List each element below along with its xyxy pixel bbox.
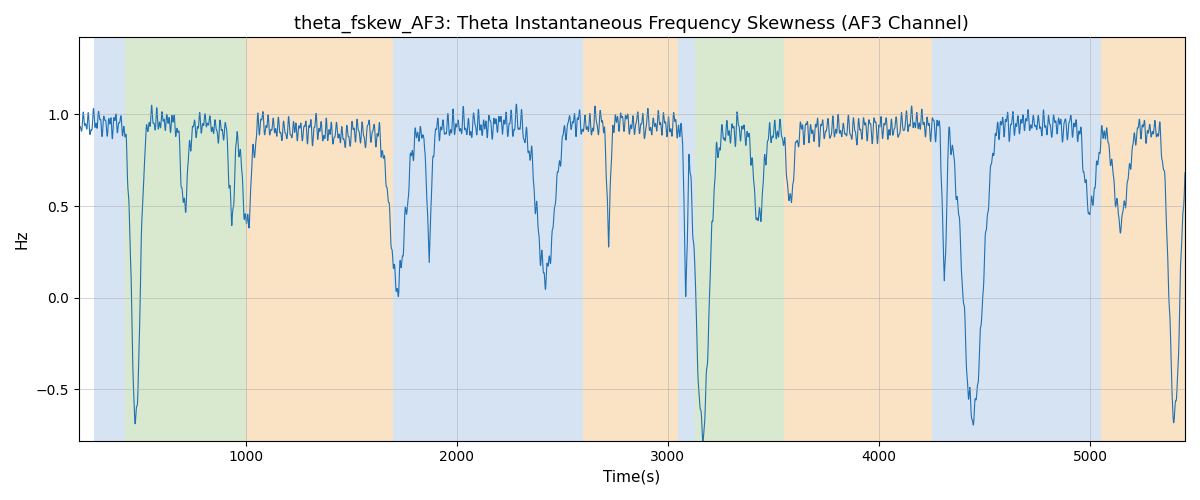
Bar [583, 38, 678, 440]
Bar [931, 38, 1100, 440]
Bar [695, 38, 784, 440]
Bar [678, 38, 695, 440]
Y-axis label: Hz: Hz [14, 230, 30, 249]
Bar [394, 38, 583, 440]
Bar [1100, 38, 1186, 440]
Bar [94, 38, 125, 440]
Bar [125, 38, 246, 440]
Bar [784, 38, 931, 440]
X-axis label: Time(s): Time(s) [604, 470, 660, 485]
Title: theta_fskew_AF3: Theta Instantaneous Frequency Skewness (AF3 Channel): theta_fskew_AF3: Theta Instantaneous Fre… [294, 15, 970, 34]
Bar [246, 38, 394, 440]
